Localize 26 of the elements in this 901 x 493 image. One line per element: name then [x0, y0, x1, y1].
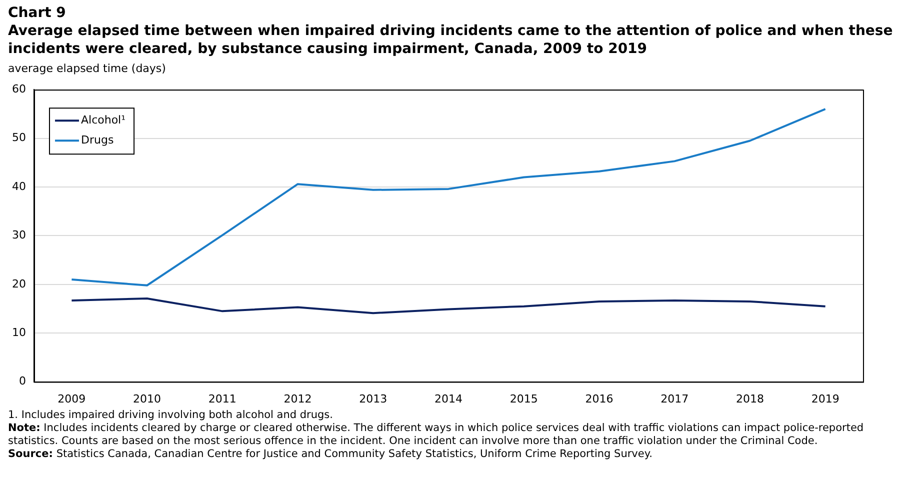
- y-tick-label: 20: [12, 277, 26, 290]
- y-tick-label: 30: [12, 228, 26, 242]
- source-note: Source: Statistics Canada, Canadian Centre for Justice and Community Safety Statistics, Uniform Crime Reporting Survey.: [8, 448, 654, 461]
- y-tick-label: 60: [12, 82, 26, 96]
- x-tick-label: 2014: [434, 392, 462, 406]
- x-tick-label: 2018: [736, 392, 764, 406]
- chart-title: Chart 9: [7, 4, 67, 22]
- x-tick-label: 2015: [510, 392, 538, 406]
- x-tick-label: 2011: [208, 392, 236, 406]
- legend-label: Alcohol¹: [80, 113, 126, 126]
- text: 1. Includes impaired driving involving both alcohol and drugs.: [8, 409, 334, 422]
- text: Note: Includes incidents cleared by charge or cleared otherwise. The different ways in which police services deal with traffic violations can impact police-reported statistics. Counts are based on the most serious offence in the incident. One incident can involve more than one traffic violation under the Criminal Code.: [8, 422, 865, 448]
- x-tick-label: 2009: [58, 392, 86, 406]
- chart-subtitle: Average elapsed time between when impaired driving incidents came to the attention of police and when these incidents were cleared, by substance causing impairment, Canada, 2009 to 2019: [7, 22, 894, 58]
- x-tick-label: 2013: [359, 392, 388, 406]
- legend-label: Drugs: [80, 133, 114, 146]
- x-tick-label: 2012: [284, 392, 312, 406]
- y-tick-label: 40: [12, 180, 26, 193]
- y-axis-title: average elapsed time (days): [7, 61, 167, 75]
- x-tick-label: 2019: [811, 392, 840, 406]
- x-tick-label: 2017: [660, 392, 689, 406]
- y-tick-label: 0: [18, 374, 26, 388]
- x-tick-label: 2010: [133, 392, 162, 406]
- y-tick-label: 50: [12, 131, 26, 144]
- y-tick-label: 10: [12, 326, 26, 339]
- x-tick-label: 2016: [585, 392, 614, 406]
